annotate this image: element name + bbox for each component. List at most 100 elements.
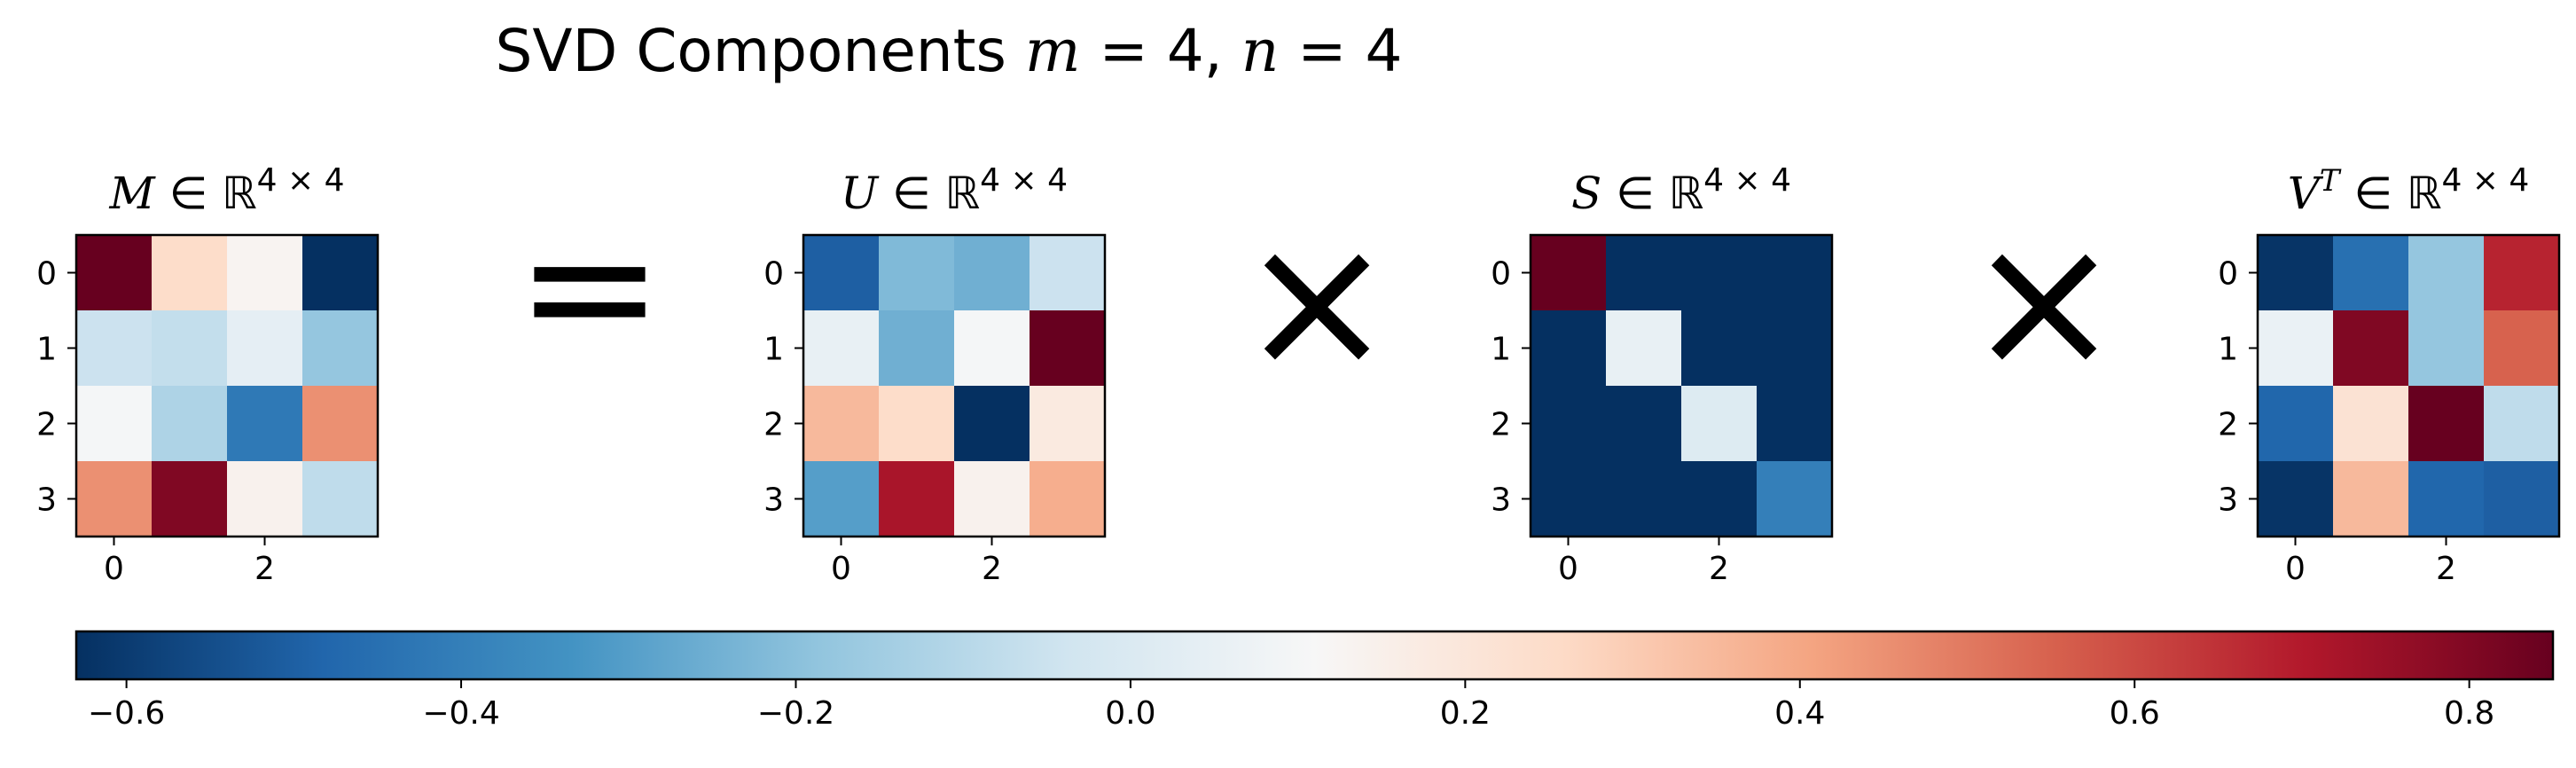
colorbar-tick-label: −0.4 — [422, 695, 499, 732]
vt-xtick-label: 2 — [2436, 551, 2456, 587]
m-cell-3-1 — [152, 461, 228, 537]
times-sign-2: × — [1966, 192, 2122, 410]
s-title: S ∈ ℝ4 × 4 — [1571, 162, 1791, 219]
u-cell-2-1 — [879, 386, 955, 462]
matrix-u-panel: 0 1 2 3 0 2 U ∈ ℝ4 × 4 — [763, 162, 1107, 587]
m-ytick-label: 3 — [36, 482, 57, 519]
vt-cell-2-0 — [2258, 386, 2334, 462]
s-ytick-label: 0 — [1491, 256, 1511, 293]
s-ytick-label: 3 — [1491, 482, 1511, 519]
u-cell-0-3 — [1030, 235, 1106, 311]
u-title: U ∈ ℝ4 × 4 — [841, 162, 1068, 219]
s-ytick-label: 2 — [1491, 407, 1511, 443]
m-cell-3-3 — [302, 461, 379, 537]
s-cell-3-3 — [1757, 461, 1833, 537]
u-cell-3-3 — [1030, 461, 1106, 537]
vt-ytick-label: 1 — [2218, 332, 2238, 368]
m-xtick-label: 0 — [104, 551, 124, 587]
colorbar-tick-label: 0.0 — [1105, 695, 1155, 732]
vt-ytick-label: 3 — [2218, 482, 2238, 519]
vt-cell-2-1 — [2333, 386, 2409, 462]
m-cell-2-3 — [302, 386, 379, 462]
vt-cell-3-3 — [2484, 461, 2560, 537]
s-xtick-label: 0 — [1558, 551, 1578, 587]
m-cell-1-3 — [302, 310, 379, 387]
s-cell-1-3 — [1757, 310, 1833, 387]
matrix-s-panel: 0 1 2 3 0 2 S ∈ ℝ4 × 4 — [1491, 162, 1834, 587]
u-cell-2-2 — [954, 386, 1030, 462]
colorbar-tick-label: −0.2 — [757, 695, 834, 732]
s-cell-1-0 — [1531, 310, 1607, 387]
s-cell-3-2 — [1681, 461, 1758, 537]
u-cell-0-1 — [879, 235, 955, 311]
u-cell-2-0 — [803, 386, 880, 462]
u-cell-3-1 — [879, 461, 955, 537]
s-frame — [1529, 233, 1834, 538]
colorbar-gradient — [74, 630, 2555, 681]
s-cell-2-2 — [1681, 386, 1758, 462]
vt-frame — [2256, 233, 2561, 538]
s-cell-0-3 — [1757, 235, 1833, 311]
m-cell-3-2 — [227, 461, 303, 537]
u-cell-2-3 — [1030, 386, 1106, 462]
vt-cell-2-2 — [2408, 386, 2485, 462]
m-cell-2-0 — [76, 386, 153, 462]
vt-cell-0-1 — [2333, 235, 2409, 311]
vt-cell-0-2 — [2408, 235, 2485, 311]
u-cell-0-0 — [803, 235, 880, 311]
s-cell-3-1 — [1606, 461, 1682, 537]
vt-ytick-label: 0 — [2218, 256, 2238, 293]
colorbar-tick-label: 0.8 — [2444, 695, 2494, 732]
s-cell-2-3 — [1757, 386, 1833, 462]
s-cell-0-2 — [1681, 235, 1758, 311]
colorbar-tick-label: 0.2 — [1440, 695, 1491, 732]
vt-xtick-label: 0 — [2285, 551, 2306, 587]
m-cell-0-2 — [227, 235, 303, 311]
s-ytick-label: 1 — [1491, 332, 1511, 368]
s-cell-0-1 — [1606, 235, 1682, 311]
m-ytick-label: 0 — [36, 256, 57, 293]
colorbar-tick-label: 0.6 — [2110, 695, 2160, 732]
m-cell-0-1 — [152, 235, 228, 311]
vt-cell-1-0 — [2258, 310, 2334, 387]
m-cell-0-3 — [302, 235, 379, 311]
s-cell-0-0 — [1531, 235, 1607, 311]
m-cell-1-2 — [227, 310, 303, 387]
u-ytick-label: 2 — [763, 407, 784, 443]
colorbar: −0.6 −0.4 −0.2 0.0 0.2 0.4 0.6 0.8 — [74, 630, 2555, 732]
m-cell-2-1 — [152, 386, 228, 462]
vt-ytick-label: 2 — [2218, 407, 2238, 443]
m-cell-1-1 — [152, 310, 228, 387]
s-cell-2-1 — [1606, 386, 1682, 462]
matrix-vt-panel: 0 1 2 3 0 2 VT ∈ ℝ4 × 4 — [2218, 162, 2561, 587]
s-cell-1-1 — [1606, 310, 1682, 387]
vt-cell-1-2 — [2408, 310, 2485, 387]
vt-cell-3-0 — [2258, 461, 2334, 537]
colorbar-tick-label: −0.6 — [88, 695, 165, 732]
vt-title: VT ∈ ℝ4 × 4 — [2288, 162, 2530, 219]
u-ytick-label: 1 — [763, 332, 784, 368]
s-cell-2-0 — [1531, 386, 1607, 462]
vt-cell-3-1 — [2333, 461, 2409, 537]
vt-cell-1-3 — [2484, 310, 2560, 387]
m-cell-1-0 — [76, 310, 153, 387]
u-cell-1-3 — [1030, 310, 1106, 387]
u-frame — [802, 233, 1107, 538]
s-cell-1-2 — [1681, 310, 1758, 387]
u-cell-1-0 — [803, 310, 880, 387]
u-xtick-label: 2 — [982, 551, 1002, 587]
u-cell-1-1 — [879, 310, 955, 387]
colorbar-ticks: −0.6 −0.4 −0.2 0.0 0.2 0.4 0.6 0.8 — [88, 679, 2494, 732]
vt-cell-0-3 — [2484, 235, 2560, 311]
times-sign-1: × — [1239, 192, 1395, 410]
m-xtick-label: 2 — [254, 551, 275, 587]
u-cell-0-2 — [954, 235, 1030, 311]
u-cell-3-2 — [954, 461, 1030, 537]
m-title: M ∈ ℝ4 × 4 — [108, 162, 344, 219]
s-xtick-label: 2 — [1709, 551, 1729, 587]
vt-cell-2-3 — [2484, 386, 2560, 462]
m-cell-2-2 — [227, 386, 303, 462]
s-cell-3-0 — [1531, 461, 1607, 537]
m-cell-0-0 — [76, 235, 153, 311]
u-ytick-label: 0 — [763, 256, 784, 293]
